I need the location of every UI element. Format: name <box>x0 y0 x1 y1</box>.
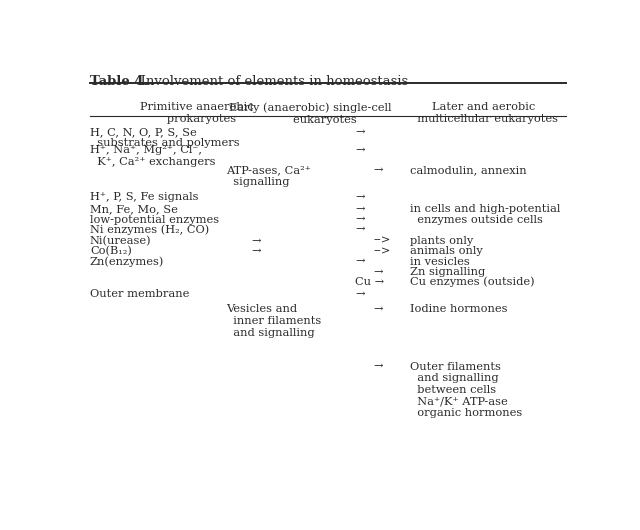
Text: Early (anaerobic) single-cell
        eukaryotes: Early (anaerobic) single-cell eukaryotes <box>229 102 391 125</box>
Text: -->: --> <box>374 236 391 246</box>
Text: Cu enzymes (outside): Cu enzymes (outside) <box>410 277 534 287</box>
Text: Table 4.: Table 4. <box>90 75 148 88</box>
Text: low-potential enzymes: low-potential enzymes <box>90 215 219 225</box>
Text: Iodine hormones: Iodine hormones <box>410 304 508 314</box>
Text: H⁺, Na⁺, Mg²⁺, Cl⁻,
  K⁺, Ca²⁺ exchangers: H⁺, Na⁺, Mg²⁺, Cl⁻, K⁺, Ca²⁺ exchangers <box>90 145 216 167</box>
Text: Zn(enzymes): Zn(enzymes) <box>90 257 164 267</box>
Text: animals only: animals only <box>410 246 483 256</box>
Text: →: → <box>251 236 260 246</box>
Text: -->: --> <box>374 246 391 256</box>
Text: enzymes outside cells: enzymes outside cells <box>410 215 543 225</box>
Text: →: → <box>355 145 365 155</box>
Text: Ni(urease): Ni(urease) <box>90 236 152 246</box>
Text: →: → <box>355 289 365 299</box>
Text: →: → <box>374 361 383 372</box>
Text: →: → <box>374 304 383 314</box>
Text: →: → <box>374 267 383 277</box>
Text: →: → <box>355 215 365 225</box>
Text: →: → <box>355 257 365 267</box>
Text: →: → <box>355 225 365 235</box>
Text: Ni enzymes (H₂, CO): Ni enzymes (H₂, CO) <box>90 225 209 235</box>
Text: Mn, Fe, Mo, Se: Mn, Fe, Mo, Se <box>90 205 178 215</box>
Text: plants only: plants only <box>410 236 473 246</box>
Text: Outer filaments
  and signalling
  between cells
  Na⁺/K⁺ ATP-ase
  organic horm: Outer filaments and signalling between c… <box>410 361 522 418</box>
Text: in cells and high-potential: in cells and high-potential <box>410 205 560 215</box>
Text: Co(B₁₂): Co(B₁₂) <box>90 246 132 257</box>
Text: Involvement of elements in homeostasis: Involvement of elements in homeostasis <box>132 75 408 88</box>
Text: calmodulin, annexin: calmodulin, annexin <box>410 165 527 175</box>
Text: Primitive anaerobic
   prokaryotes: Primitive anaerobic prokaryotes <box>140 102 253 124</box>
Text: →: → <box>251 246 260 256</box>
Text: ATP-ases, Ca²⁺
  signalling: ATP-ases, Ca²⁺ signalling <box>227 165 311 187</box>
Text: Zn signalling: Zn signalling <box>410 267 485 277</box>
Text: Later and aerobic
  multicellular eukaryotes: Later and aerobic multicellular eukaryot… <box>410 102 558 124</box>
Text: →: → <box>355 192 365 202</box>
Text: →: → <box>374 165 383 175</box>
Text: Outer membrane: Outer membrane <box>90 289 189 299</box>
Text: Vesicles and
  inner filaments
  and signalling: Vesicles and inner filaments and signall… <box>227 304 321 338</box>
Text: in vesicles: in vesicles <box>410 257 470 267</box>
Text: →: → <box>355 127 365 137</box>
Text: H⁺, P, S, Fe signals: H⁺, P, S, Fe signals <box>90 192 198 202</box>
Text: →: → <box>355 205 365 215</box>
Text: Cu →: Cu → <box>355 277 385 287</box>
Text: H, C, N, O, P, S, Se
  substrates and polymers: H, C, N, O, P, S, Se substrates and poly… <box>90 127 239 148</box>
